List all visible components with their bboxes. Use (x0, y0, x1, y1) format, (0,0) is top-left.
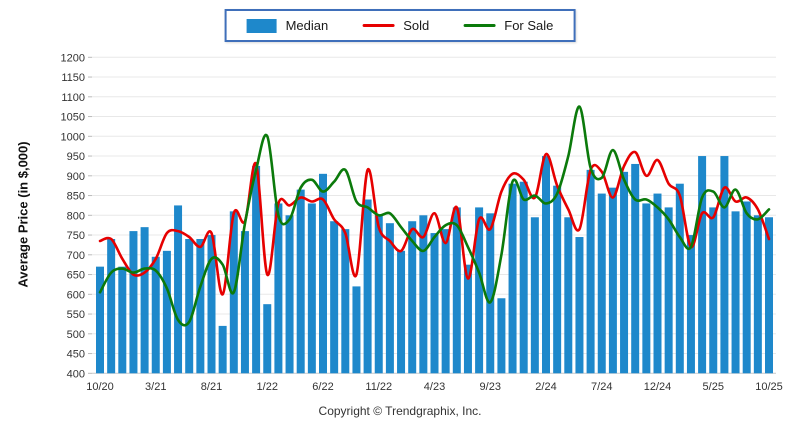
legend-item-median: Median (246, 18, 329, 33)
svg-text:950: 950 (67, 151, 85, 163)
svg-text:750: 750 (67, 230, 85, 242)
svg-text:6/22: 6/22 (312, 381, 333, 393)
forsale-line-swatch-icon (463, 24, 496, 27)
svg-text:1000: 1000 (61, 131, 85, 143)
svg-text:9/23: 9/23 (480, 381, 501, 393)
sold-line-swatch-icon (362, 24, 395, 27)
svg-text:450: 450 (67, 349, 85, 361)
legend-label-sold: Sold (403, 18, 430, 33)
svg-text:850: 850 (67, 191, 85, 203)
svg-text:1/22: 1/22 (257, 381, 278, 393)
svg-text:550: 550 (67, 309, 85, 321)
svg-text:8/21: 8/21 (201, 381, 222, 393)
svg-text:4/23: 4/23 (424, 381, 445, 393)
svg-text:900: 900 (67, 171, 85, 183)
svg-text:1050: 1050 (61, 112, 85, 124)
svg-text:11/22: 11/22 (365, 381, 392, 393)
svg-text:7/24: 7/24 (591, 381, 612, 393)
svg-text:650: 650 (67, 270, 85, 282)
svg-text:12/24: 12/24 (644, 381, 672, 393)
svg-text:700: 700 (67, 250, 85, 262)
legend-item-sold: Sold (362, 18, 429, 33)
svg-text:10/25: 10/25 (755, 381, 783, 393)
svg-text:800: 800 (67, 210, 85, 222)
median-bar-swatch-icon (246, 18, 277, 33)
svg-text:5/25: 5/25 (703, 381, 724, 393)
svg-text:1150: 1150 (61, 72, 85, 84)
svg-text:2/24: 2/24 (535, 381, 556, 393)
svg-text:500: 500 (67, 329, 85, 341)
legend-label-forsale: For Sale (504, 18, 554, 33)
svg-text:1200: 1200 (61, 52, 85, 64)
svg-text:10/20: 10/20 (86, 381, 114, 393)
chart-legend: Median Sold For Sale (224, 9, 576, 42)
svg-text:600: 600 (67, 289, 85, 301)
svg-text:3/21: 3/21 (145, 381, 166, 393)
svg-text:1100: 1100 (61, 92, 85, 104)
svg-text:400: 400 (67, 368, 85, 380)
copyright-text: Copyright © Trendgraphix, Inc. (318, 404, 482, 418)
legend-label-median: Median (285, 18, 329, 33)
y-axis-title: Average Price (in $,000) (15, 141, 31, 288)
legend-item-forsale: For Sale (463, 18, 553, 33)
